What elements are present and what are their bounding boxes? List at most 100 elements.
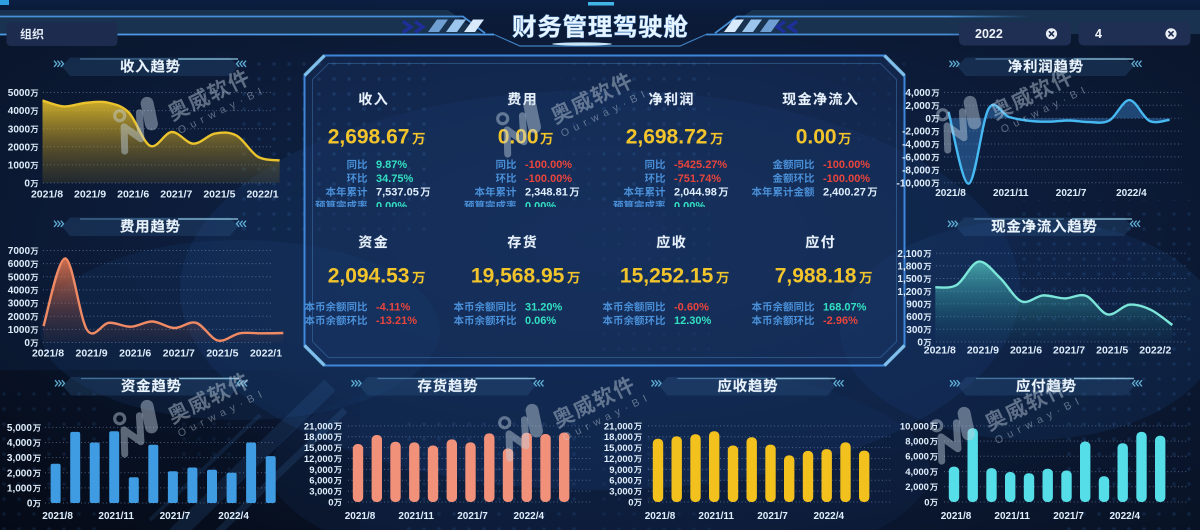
svg-text:2022/4: 2022/4 [814, 511, 845, 522]
svg-text:1,500: 1,500 [897, 274, 922, 285]
svg-text:0.00%: 0.00% [674, 200, 705, 212]
svg-text:3,000: 3,000 [609, 487, 633, 498]
svg-text:2021/8: 2021/8 [935, 188, 966, 199]
svg-text:-4,000: -4,000 [902, 140, 931, 151]
svg-text:2021/6: 2021/6 [1010, 345, 1042, 357]
svg-text:2021/8: 2021/8 [42, 511, 73, 522]
svg-text:2021/11: 2021/11 [993, 188, 1029, 199]
svg-text:300: 300 [906, 325, 923, 336]
svg-text:18,000: 18,000 [304, 432, 333, 443]
svg-text:2021/5: 2021/5 [203, 189, 235, 201]
svg-text:2021/7: 2021/7 [163, 348, 195, 360]
svg-text:0.00%: 0.00% [376, 200, 407, 212]
svg-text:2,698.72: 2,698.72 [626, 126, 708, 149]
svg-text:6,000: 6,000 [309, 476, 333, 487]
svg-text:6,000: 6,000 [609, 476, 633, 487]
svg-text:9,000: 9,000 [309, 465, 333, 476]
svg-text:4,000: 4,000 [7, 438, 32, 449]
svg-text:18,000: 18,000 [604, 432, 633, 443]
svg-text:4,000: 4,000 [905, 467, 929, 478]
svg-text:21,000: 21,000 [304, 421, 333, 432]
svg-text:12,000: 12,000 [304, 454, 333, 465]
svg-text:3,000: 3,000 [309, 487, 333, 498]
svg-text:4000: 4000 [8, 106, 31, 117]
svg-text:-8,000: -8,000 [902, 165, 931, 176]
svg-text:2021/5: 2021/5 [206, 348, 238, 360]
svg-text:3,000: 3,000 [7, 453, 32, 464]
svg-text:12,000: 12,000 [604, 454, 633, 465]
svg-text:0: 0 [328, 497, 333, 508]
svg-text:2000: 2000 [8, 312, 31, 323]
svg-text:0: 0 [628, 497, 633, 508]
svg-text:2021/9: 2021/9 [967, 345, 999, 357]
svg-text:5000: 5000 [8, 88, 31, 99]
svg-text:168.07%: 168.07% [823, 302, 867, 314]
svg-text:3000: 3000 [8, 299, 31, 310]
svg-text:2,400.27: 2,400.27 [823, 187, 866, 199]
svg-text:2,000: 2,000 [905, 482, 929, 493]
svg-text:2022/4: 2022/4 [1116, 188, 1147, 199]
svg-text:0.00: 0.00 [796, 126, 837, 149]
svg-text:2021/11: 2021/11 [698, 511, 734, 522]
svg-text:7000: 7000 [8, 246, 31, 257]
svg-text:2,044.98: 2,044.98 [674, 187, 717, 199]
svg-text:5,000: 5,000 [7, 423, 32, 434]
svg-text:7,537.05: 7,537.05 [376, 187, 419, 199]
svg-text:2,000: 2,000 [905, 101, 930, 112]
svg-text:-2.96%: -2.96% [823, 315, 858, 327]
svg-text:0.06%: 0.06% [525, 315, 556, 327]
svg-text:-4.11%: -4.11% [376, 302, 410, 314]
svg-text:0: 0 [924, 497, 929, 508]
svg-text:2021/11: 2021/11 [994, 511, 1030, 522]
svg-text:2021/9: 2021/9 [76, 348, 108, 360]
svg-text:1000: 1000 [8, 325, 31, 336]
svg-text:2022/4: 2022/4 [514, 511, 545, 522]
svg-text:0: 0 [917, 338, 923, 349]
svg-text:0.00: 0.00 [498, 126, 539, 149]
svg-text:2021/9: 2021/9 [74, 189, 106, 201]
svg-text:2,000: 2,000 [7, 468, 32, 479]
svg-text:19,568.95: 19,568.95 [471, 265, 565, 288]
svg-text:900: 900 [906, 300, 923, 311]
svg-text:9,000: 9,000 [609, 465, 633, 476]
svg-text:2022: 2022 [975, 27, 1003, 41]
svg-text:0: 0 [925, 114, 931, 125]
svg-text:2021/7: 2021/7 [1053, 511, 1084, 522]
svg-text:2,094.53: 2,094.53 [328, 265, 410, 288]
svg-text:-2,000: -2,000 [902, 127, 931, 138]
svg-text:2021/8: 2021/8 [32, 348, 64, 360]
svg-text:2021/8: 2021/8 [31, 189, 63, 201]
svg-text:15,000: 15,000 [604, 443, 633, 454]
svg-text:34.75%: 34.75% [376, 173, 414, 185]
svg-text:-5425.27%: -5425.27% [674, 159, 727, 171]
svg-text:6,000: 6,000 [905, 452, 929, 463]
svg-text:15,252.15: 15,252.15 [620, 265, 714, 288]
svg-text:4: 4 [1095, 27, 1102, 41]
svg-text:0: 0 [24, 338, 30, 349]
svg-text:6000: 6000 [8, 259, 31, 270]
svg-text:2021/8: 2021/8 [941, 511, 972, 522]
svg-text:2,698.67: 2,698.67 [328, 126, 410, 149]
svg-text:-751.74%: -751.74% [674, 173, 721, 185]
svg-text:3000: 3000 [8, 124, 31, 135]
svg-text:0: 0 [24, 179, 30, 190]
svg-text:2021/7: 2021/7 [1053, 345, 1085, 357]
svg-text:-13.21%: -13.21% [376, 315, 417, 327]
svg-text:2021/7: 2021/7 [1056, 188, 1087, 199]
svg-text:-100.00%: -100.00% [823, 159, 870, 171]
svg-text:2021/6: 2021/6 [117, 189, 149, 201]
svg-text:2021/6: 2021/6 [119, 348, 151, 360]
svg-text:2,100: 2,100 [897, 249, 922, 260]
svg-text:0.00%: 0.00% [525, 200, 556, 212]
svg-text:5000: 5000 [8, 272, 31, 283]
svg-text:12.30%: 12.30% [674, 315, 712, 327]
svg-text:2021/7: 2021/7 [160, 189, 192, 201]
svg-text:2021/7: 2021/7 [160, 511, 191, 522]
svg-text:2021/7: 2021/7 [757, 511, 788, 522]
svg-text:10,000: 10,000 [900, 421, 929, 432]
svg-text:4000: 4000 [8, 286, 31, 297]
svg-text:600: 600 [906, 312, 923, 323]
svg-text:2021/8: 2021/8 [645, 511, 676, 522]
svg-text:2021/11: 2021/11 [98, 511, 134, 522]
svg-text:-100.00%: -100.00% [525, 159, 572, 171]
